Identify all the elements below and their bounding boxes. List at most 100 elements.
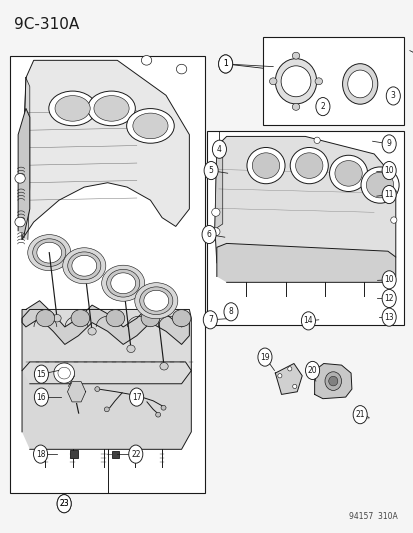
Ellipse shape <box>28 235 71 271</box>
Bar <box>262 37 403 125</box>
Text: 18: 18 <box>36 450 45 458</box>
Text: 10: 10 <box>383 276 393 284</box>
Circle shape <box>315 98 329 116</box>
Polygon shape <box>275 364 301 394</box>
Circle shape <box>34 388 48 406</box>
Polygon shape <box>214 136 395 277</box>
Ellipse shape <box>292 52 299 59</box>
Ellipse shape <box>63 248 106 284</box>
Bar <box>112 451 119 458</box>
Polygon shape <box>314 364 351 399</box>
Circle shape <box>223 303 237 321</box>
Polygon shape <box>22 301 189 344</box>
Polygon shape <box>22 310 191 384</box>
Ellipse shape <box>334 160 361 186</box>
Circle shape <box>128 445 142 463</box>
Ellipse shape <box>49 91 96 126</box>
Ellipse shape <box>366 172 393 198</box>
Text: 17: 17 <box>131 393 141 401</box>
Ellipse shape <box>58 367 70 379</box>
Ellipse shape <box>102 265 145 301</box>
Text: 6: 6 <box>206 230 211 239</box>
Polygon shape <box>216 244 395 282</box>
Ellipse shape <box>176 64 186 74</box>
Ellipse shape <box>360 167 398 203</box>
Ellipse shape <box>88 328 96 335</box>
Polygon shape <box>67 382 85 402</box>
Text: 16: 16 <box>36 393 46 401</box>
Ellipse shape <box>246 148 284 184</box>
Circle shape <box>212 140 226 158</box>
Ellipse shape <box>172 310 190 327</box>
Ellipse shape <box>106 310 124 327</box>
Circle shape <box>57 495 71 513</box>
Circle shape <box>381 161 395 180</box>
Ellipse shape <box>95 387 100 391</box>
Text: 19: 19 <box>259 353 269 361</box>
Text: 7: 7 <box>207 316 212 324</box>
Ellipse shape <box>141 55 152 65</box>
Ellipse shape <box>314 78 322 85</box>
Polygon shape <box>22 362 191 449</box>
Circle shape <box>305 361 319 379</box>
Ellipse shape <box>159 362 168 370</box>
Bar <box>206 131 403 325</box>
Circle shape <box>381 135 395 153</box>
Ellipse shape <box>53 314 61 322</box>
Circle shape <box>352 406 366 424</box>
Text: 20: 20 <box>307 366 317 375</box>
Circle shape <box>381 289 395 308</box>
Ellipse shape <box>126 109 174 143</box>
Text: 15: 15 <box>36 370 46 378</box>
Text: 12: 12 <box>384 294 393 303</box>
Circle shape <box>257 348 271 366</box>
Ellipse shape <box>72 255 97 276</box>
Ellipse shape <box>88 91 135 126</box>
Text: 11: 11 <box>384 190 393 199</box>
Ellipse shape <box>252 153 279 179</box>
Ellipse shape <box>390 190 396 196</box>
Ellipse shape <box>342 63 377 104</box>
Polygon shape <box>214 146 222 228</box>
Ellipse shape <box>328 376 337 386</box>
Ellipse shape <box>111 273 135 294</box>
Ellipse shape <box>107 269 140 297</box>
Text: 21: 21 <box>355 410 364 419</box>
Ellipse shape <box>211 208 219 216</box>
Text: 13: 13 <box>383 313 393 321</box>
Ellipse shape <box>94 95 129 121</box>
Ellipse shape <box>33 239 66 266</box>
Circle shape <box>202 225 216 244</box>
Circle shape <box>57 495 71 513</box>
Ellipse shape <box>135 282 177 319</box>
Text: 94157  310A: 94157 310A <box>348 512 396 521</box>
Ellipse shape <box>324 372 341 390</box>
Circle shape <box>301 312 315 330</box>
Ellipse shape <box>290 148 328 184</box>
Text: 9: 9 <box>386 140 391 148</box>
Circle shape <box>218 55 232 73</box>
Text: 23: 23 <box>59 499 69 508</box>
Ellipse shape <box>347 70 372 98</box>
Text: 10: 10 <box>383 166 393 175</box>
Ellipse shape <box>269 78 276 85</box>
Ellipse shape <box>155 413 160 417</box>
Text: 14: 14 <box>303 317 313 325</box>
Ellipse shape <box>390 217 396 223</box>
Ellipse shape <box>292 384 296 389</box>
Ellipse shape <box>287 367 291 371</box>
Ellipse shape <box>280 66 310 96</box>
Text: 2: 2 <box>320 102 325 111</box>
Bar <box>69 450 78 458</box>
Ellipse shape <box>15 174 25 183</box>
Circle shape <box>381 271 395 289</box>
Text: 22: 22 <box>131 450 140 458</box>
Text: 1: 1 <box>223 60 228 68</box>
Ellipse shape <box>126 345 135 352</box>
Ellipse shape <box>329 155 367 191</box>
Circle shape <box>33 445 47 463</box>
Polygon shape <box>22 78 30 239</box>
Ellipse shape <box>71 310 90 327</box>
Ellipse shape <box>15 217 25 227</box>
Text: 9C-310A: 9C-310A <box>14 17 80 32</box>
